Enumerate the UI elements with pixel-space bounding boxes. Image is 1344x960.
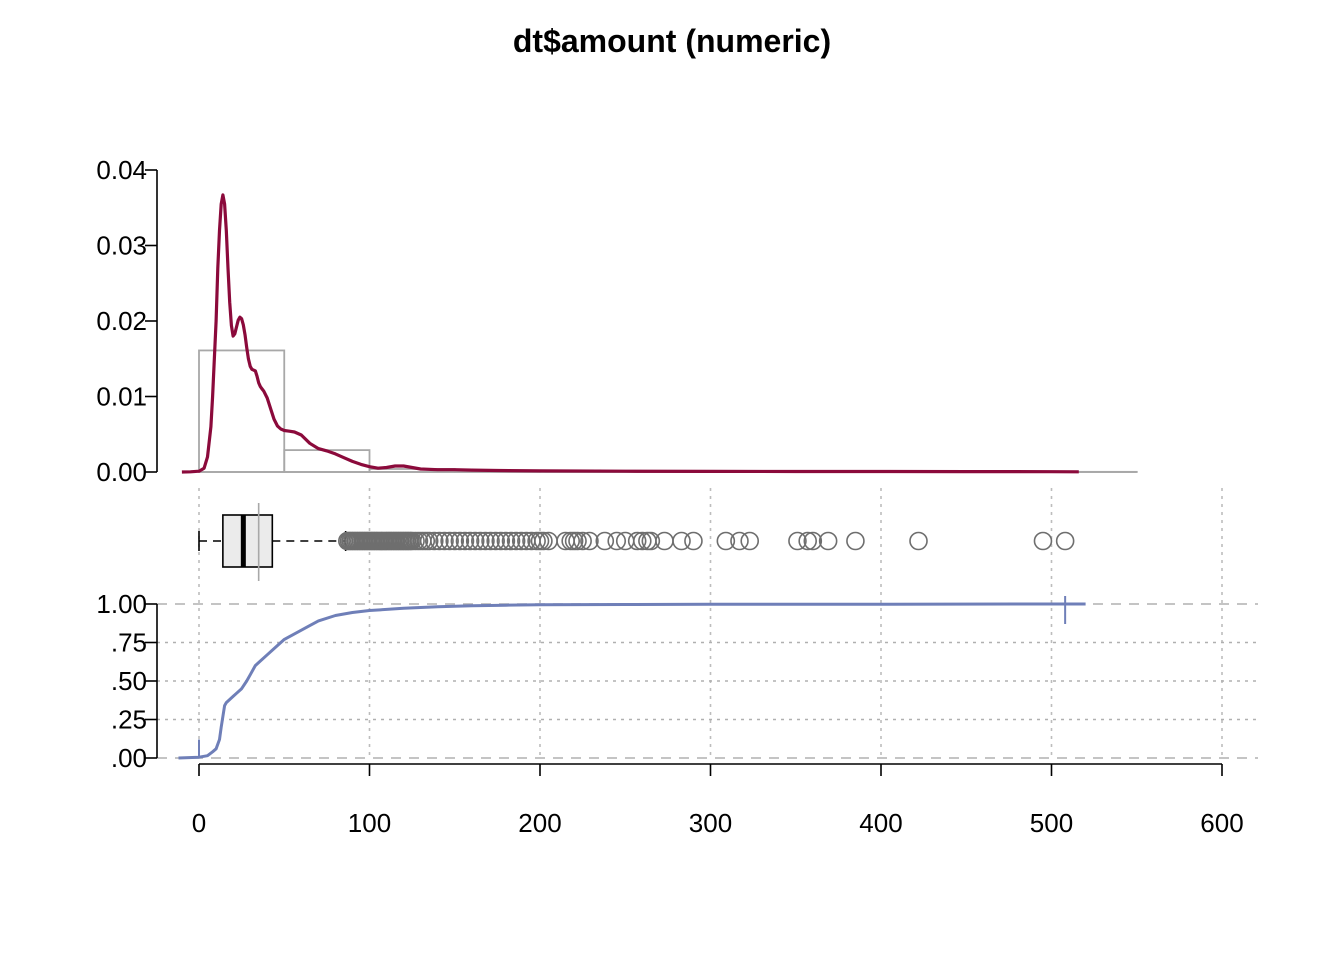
density-curve: [181, 193, 1079, 474]
boxplot-outlier: [788, 531, 807, 551]
boxplot-outlier: [440, 531, 459, 551]
boxplot-outlier: [740, 531, 760, 551]
ecdf-y-tick-label: .50: [111, 666, 147, 696]
boxplot-outlier: [568, 531, 587, 551]
boxplot-box: [222, 514, 274, 568]
density-y-tick-label: 0.01: [96, 382, 147, 412]
boxplot-outlier: [716, 531, 736, 551]
boxplot-outlier: [511, 531, 531, 551]
density-panel: 0.00 0.01 0.02 0.03 0.04: [96, 155, 1138, 487]
boxplot-outlier: [455, 531, 475, 551]
boxplot-outlier: [471, 531, 490, 551]
boxplot-outlier: [506, 531, 526, 551]
density-y-tick-label: 0.03: [96, 231, 147, 261]
boxplot-outlier: [491, 531, 511, 551]
ecdf-y-tick-label: 1.00: [96, 589, 147, 619]
boxplot-outlier: [818, 531, 838, 551]
boxplot-outlier: [627, 531, 647, 551]
boxplot-outlier: [798, 531, 817, 551]
boxplot-outlier: [1055, 531, 1075, 551]
density-y-tick-label: 0.02: [96, 306, 147, 336]
boxplot-outlier: [846, 531, 865, 551]
boxplot-outlier: [632, 531, 652, 551]
boxplot-outlier: [573, 531, 592, 551]
ecdf-y-tick-label: .75: [111, 628, 147, 658]
boxplot-outlier: [430, 531, 449, 551]
x-tick-label: 300: [689, 808, 732, 838]
boxplot-outlier: [803, 531, 823, 551]
ecdf-curve: [178, 602, 1086, 760]
boxplot-outlier: [486, 531, 505, 551]
boxplot-outlier: [445, 531, 465, 551]
density-y-tick-label: 0.00: [96, 457, 147, 487]
boxplot-outlier: [730, 531, 749, 551]
x-tick-label: 200: [518, 808, 561, 838]
x-tick-label: 500: [1030, 808, 1073, 838]
boxplot-outlier: [641, 531, 661, 551]
histogram-bar: [283, 449, 371, 473]
boxplot-outlier: [435, 531, 454, 551]
boxplot-outlier: [424, 531, 444, 551]
ecdf-panel: .00 .25 .50 .75 1.00: [96, 589, 1086, 773]
boxplot-outlier: [607, 531, 627, 551]
chart-title: dt$amount (numeric): [513, 23, 831, 59]
x-tick-label: 100: [348, 808, 391, 838]
x-tick-label: 0: [192, 808, 206, 838]
boxplot-outlier: [672, 531, 691, 551]
boxplot-outlier: [595, 531, 615, 551]
boxplot-outlier: [465, 531, 485, 551]
density-y-tick-label: 0.04: [96, 155, 147, 185]
ecdf-y-tick-label: .00: [111, 743, 147, 773]
boxplot-outlier: [481, 531, 500, 551]
boxplot-outlier: [580, 531, 599, 551]
boxplot-outlier: [496, 531, 516, 551]
boxplot-outlier: [1033, 531, 1053, 551]
histogram-bar: [198, 349, 286, 473]
x-axis: 0 100 200 300 400 500 600: [192, 763, 1244, 838]
boxplot-outlier: [655, 531, 674, 551]
boxplot-panel: [198, 503, 1075, 581]
boxplot-outlier: [460, 531, 480, 551]
boxplot-outlier: [419, 531, 439, 551]
boxplot-outlier: [450, 531, 470, 551]
boxplot-outlier: [909, 531, 928, 551]
boxplot-outlier: [476, 531, 495, 551]
x-tick-label: 400: [859, 808, 902, 838]
boxplot-outlier: [534, 531, 553, 551]
boxplot-outlier: [684, 531, 703, 551]
grid-layer: [157, 488, 1258, 759]
x-tick-label: 600: [1200, 808, 1243, 838]
boxplot-outlier: [501, 531, 521, 551]
ecdf-y-tick-label: .25: [111, 705, 147, 735]
